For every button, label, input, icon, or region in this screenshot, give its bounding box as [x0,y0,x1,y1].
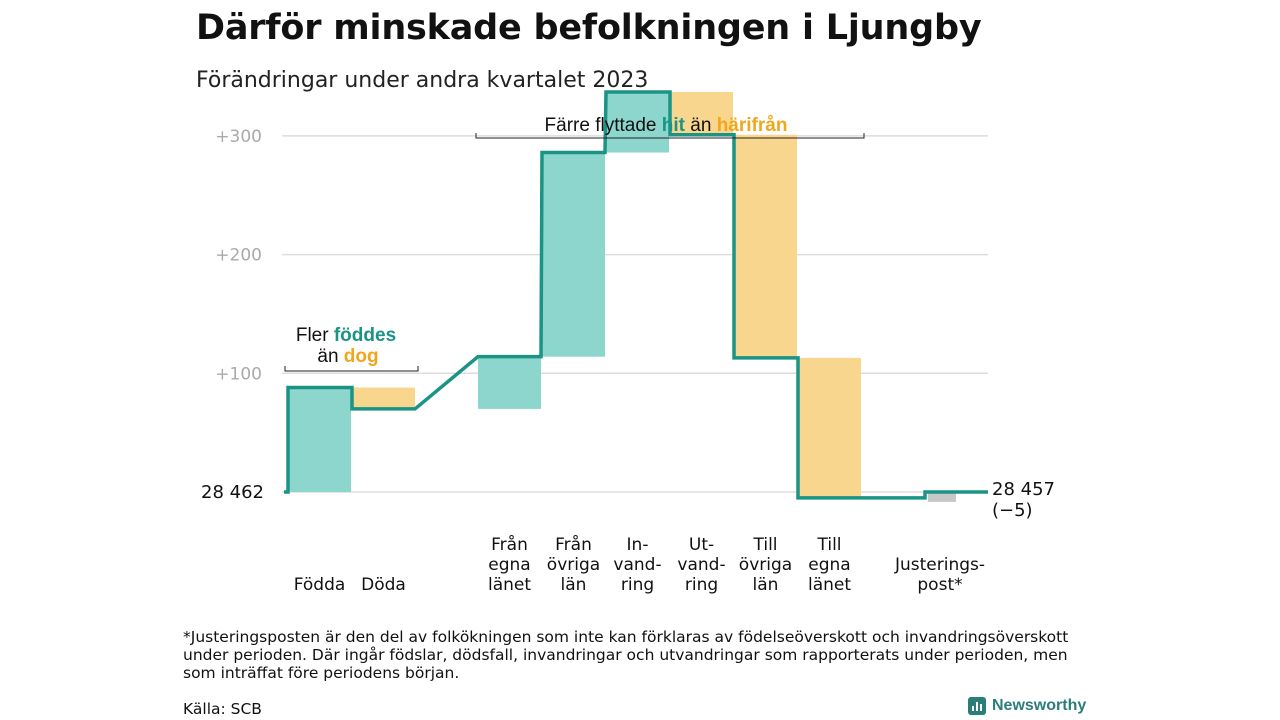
category-label: ring [621,575,654,595]
category-label: övriga [739,555,792,575]
category-label: egna [488,555,530,575]
start-value-label: 28 462 [201,482,264,503]
source-label: Källa: SCB [183,700,262,718]
bar-2 [478,356,541,409]
category-label: vand- [677,555,725,575]
brand-logo: Newsworthy [968,697,1086,715]
bar-5 [670,91,733,135]
category-label: Justerings- [894,555,985,575]
category-label: övriga [547,555,600,575]
bar-4 [606,91,669,153]
migration-annotation: Färre flyttade hit än härifrån [545,115,788,136]
end-value-label: 28 457 [992,479,1055,500]
category-labels: Födda DödaFrånegnalänetFrånövrigalänIn-va… [294,534,985,595]
births-bracket [284,366,419,372]
chart-subtitle: Förändringar under andra kvartalet 2023 [196,68,649,93]
category-label: egna [808,555,850,575]
bar-3 [542,152,605,357]
bar-6 [734,134,797,358]
category-label: länet [488,575,531,595]
category-label: Ut- [689,535,714,555]
waterfall-chart: +300 +200 +100 28 462 28 457(−5) Födda Döda Fr… [201,90,1055,595]
migration-bracket [475,133,865,139]
end-change-label: (−5) [992,500,1033,521]
category-label: Till [816,535,841,555]
y-tick-label: +300 [215,127,262,147]
births-annotation-line2: än dog [317,346,378,367]
category-label: Från [491,534,528,555]
gridlines [282,135,988,493]
category-label: ring [685,575,718,595]
category-label: län [753,575,779,595]
brand-name: Newsworthy [992,697,1087,714]
category-label: Födda [294,575,346,595]
bars [288,91,956,502]
chart-title: Därför minskade befolkningen i Ljungby [196,8,982,48]
y-tick-label: +200 [215,246,262,266]
cumulative-line [284,90,988,500]
category-label: Från [555,534,592,555]
category-label: Till [752,535,777,555]
bar-0 [288,387,351,492]
footnote: *Justeringsposten är den del av folkökni… [183,628,1069,682]
category-label: In- [627,535,649,555]
y-tick-label: +100 [215,364,262,384]
category-label: vand- [613,555,661,575]
bar-chart-icon [968,697,986,715]
axis-labels: +300 +200 +100 28 462 28 457(−5) [201,127,1055,521]
bar-8 [928,492,956,502]
category-label: län [561,575,587,595]
births-annotation-line1: Fler föddes [296,325,396,346]
category-label: post* [917,575,962,595]
step-line [284,90,988,500]
bar-1 [352,387,415,409]
bar-7 [798,357,861,498]
category-label: länet [808,575,851,595]
category-label: Döda [361,575,406,595]
